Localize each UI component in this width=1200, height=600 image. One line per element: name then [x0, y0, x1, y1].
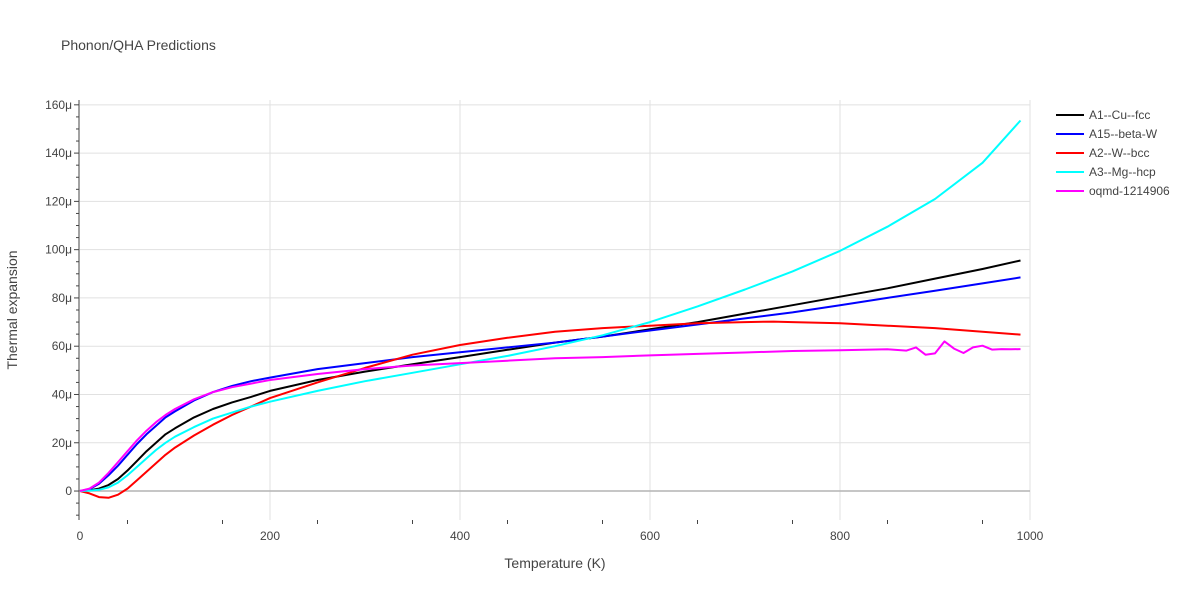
series-line-a15-beta-w[interactable]: [79, 276, 1021, 492]
x-tick-label: 800: [830, 529, 850, 543]
x-tick-label: 400: [450, 529, 470, 543]
axes: 0 200 400 600 800 1000 0 20μ 40μ 60μ 80μ 100μ 120μ 14…: [45, 98, 1044, 543]
y-tick-label: 160μ: [45, 98, 72, 112]
x-tick-label: 600: [640, 529, 660, 543]
y-axis-title: Thermal expansion: [4, 250, 20, 369]
grid: [80, 100, 1031, 520]
y-tick-label: 40μ: [52, 387, 72, 401]
series-line-oqmd-1214906[interactable]: [79, 340, 1021, 492]
legend-label: oqmd-1214906: [1089, 184, 1170, 198]
plot-area[interactable]: [79, 119, 1022, 499]
chart-title: Phonon/QHA Predictions: [61, 37, 216, 53]
y-tick-label: 0: [65, 484, 72, 498]
x-axis-title: Temperature (K): [504, 555, 605, 571]
legend-item[interactable]: oqmd-1214906: [1056, 184, 1170, 198]
legend[interactable]: A1--Cu--fcc A15--beta-W A2--W--bcc A3--Mg--…: [1056, 108, 1170, 198]
legend-item[interactable]: A2--W--bcc: [1056, 146, 1149, 160]
y-tick-label: 20μ: [52, 436, 72, 450]
legend-label: A15--beta-W: [1089, 127, 1158, 141]
series-line-a3-mg-hcp[interactable]: [79, 119, 1022, 492]
x-tick-label: 200: [260, 529, 280, 543]
legend-item[interactable]: A3--Mg--hcp: [1056, 165, 1156, 179]
y-tick-label: 80μ: [52, 291, 72, 305]
legend-label: A1--Cu--fcc: [1089, 108, 1150, 122]
legend-item[interactable]: A1--Cu--fcc: [1056, 108, 1150, 122]
y-tick-label: 120μ: [45, 194, 72, 208]
x-tick-label: 0: [77, 529, 84, 543]
x-tick-label: 1000: [1017, 529, 1044, 543]
legend-item[interactable]: A15--beta-W: [1056, 127, 1158, 141]
series-line-a2-w-bcc[interactable]: [79, 320, 1021, 499]
y-tick-label: 100μ: [45, 243, 72, 257]
legend-label: A2--W--bcc: [1089, 146, 1149, 160]
y-tick-label: 60μ: [52, 339, 72, 353]
y-tick-label: 140μ: [45, 146, 72, 160]
series-line-a1-cu-fcc[interactable]: [79, 259, 1021, 492]
legend-label: A3--Mg--hcp: [1089, 165, 1156, 179]
